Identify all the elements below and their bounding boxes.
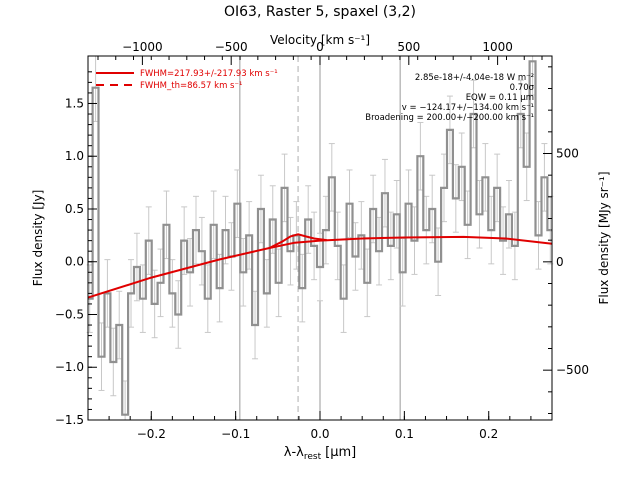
x-tick-label: 0.1	[395, 427, 414, 441]
right-tick-label: −500	[556, 363, 589, 377]
x-axis-label-sub: rest	[304, 452, 322, 462]
top-tick-label: 1000	[482, 40, 513, 54]
y-axis-label-right: Flux density [MJy sr⁻¹]	[597, 171, 611, 304]
x-axis-label-main: λ-λ	[284, 445, 304, 460]
annotation-text: EQW = 0.11 μm	[466, 93, 534, 103]
line-component	[268, 233, 327, 249]
right-tick-label: 0	[556, 255, 564, 269]
annotation-text: 2.85e-18+/-4.04e-18 W m⁻²	[415, 73, 534, 83]
y-tick-label: −1.0	[55, 360, 84, 374]
annotation-text: 0.70σ	[510, 83, 535, 93]
annotation-text: Broadening = 200.00+/−200.00 km s⁻¹	[365, 113, 534, 123]
y-tick-label: 1.0	[65, 149, 84, 163]
right-tick-label: 500	[556, 147, 579, 161]
x-tick-label: −0.2	[137, 427, 166, 441]
x-axis-label-unit: [μm]	[325, 445, 356, 460]
data-series	[87, 60, 553, 416]
y-tick-label: −1.5	[55, 413, 84, 427]
data-histogram	[88, 60, 552, 416]
legend: FWHM=217.93+/-217.93 km s⁻¹ FWHM_th=86.57…	[96, 69, 278, 91]
top-axis-label: Velocity [km s⁻¹]	[270, 33, 370, 47]
x-axis-label: λ-λrest [μm]	[284, 445, 356, 462]
x-tick-label: −0.1	[221, 427, 250, 441]
x-tick-label: 0.2	[479, 427, 498, 441]
top-tick-label: −1000	[122, 40, 163, 54]
y-tick-label: 0.5	[65, 202, 84, 216]
x-tick-label: 0.0	[310, 427, 329, 441]
top-tick-label: 0	[316, 40, 324, 54]
axes: −0.2 −0.1 0.0 0.1 0.2 −1000 −500 0 500 1000 −1.5 −1…	[55, 40, 589, 441]
legend-label: FWHM=217.93+/-217.93 km s⁻¹	[140, 69, 278, 79]
y-axis-label: Flux density [Jy]	[31, 190, 45, 287]
legend-label: FWHM_th=86.57 km s⁻¹	[140, 81, 242, 91]
y-tick-label: 0.0	[65, 255, 84, 269]
fit-line	[87, 235, 553, 299]
annotation-text: v = −124.17+/−134.00 km s⁻¹	[402, 103, 534, 113]
chart-title: OI63, Raster 5, spaxel (3,2)	[224, 4, 416, 20]
top-tick-label: −500	[215, 40, 248, 54]
y-tick-label: −0.5	[55, 307, 84, 321]
y-tick-label: 1.5	[65, 96, 84, 110]
top-tick-label: 500	[397, 40, 420, 54]
